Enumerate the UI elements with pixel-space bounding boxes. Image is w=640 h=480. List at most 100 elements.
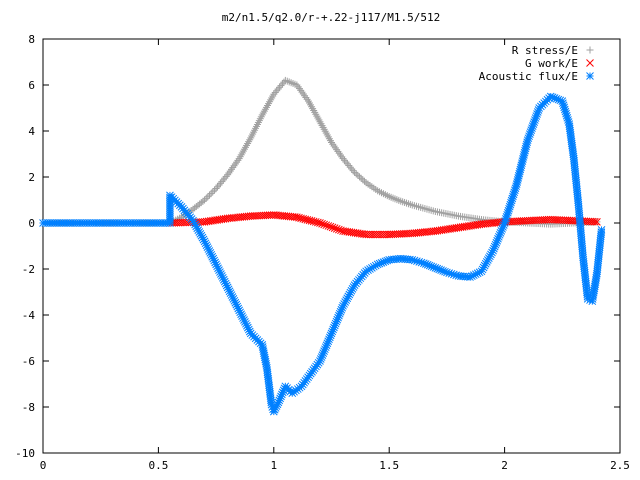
series-2 [39,92,606,416]
legend-label: Acoustic flux/E [479,70,578,83]
data-point [339,155,347,163]
data-point [345,162,353,169]
data-point [324,222,333,230]
legend-label: R stress/E [512,44,578,57]
y-tick-label: 8 [28,33,35,46]
data-point [199,197,207,205]
chart-title: m2/n1.5/q2.0/r-+.22-j117/M1.5/512 [222,11,441,24]
data-point [354,171,362,179]
data-point [359,176,367,184]
data-point [357,174,365,182]
data-point [215,181,223,189]
data-point [202,194,210,202]
data-point [225,169,233,177]
y-tick-label: 4 [28,125,35,138]
data-point [295,85,303,93]
data-point [338,153,346,161]
data-point [229,164,237,172]
data-point [333,146,341,154]
y-tick-label: 6 [28,79,35,92]
data-point [201,196,209,204]
data-point [222,172,230,180]
data-marks [39,76,606,416]
data-point [593,217,601,226]
data-point [301,92,309,100]
x-tick-label: 0.5 [148,459,168,472]
data-point [231,160,239,168]
data-point [334,147,342,155]
data-point [227,165,235,173]
data-point [299,90,307,98]
data-point [204,193,212,201]
data-point [340,156,348,164]
data-point [360,177,368,185]
data-point [330,142,338,150]
data-point [351,168,359,176]
data-point [326,222,335,231]
data-point [212,185,220,192]
data-point [322,221,331,230]
data-point [207,189,215,197]
data-point [332,225,341,233]
data-point [206,191,214,199]
data-point [297,86,305,94]
legend-marker [586,46,594,54]
data-point [219,176,227,184]
y-tick-label: -2 [22,263,35,276]
x-tick-label: 2 [501,459,508,472]
data-point [302,94,310,102]
data-point [343,160,351,168]
data-point [214,183,222,191]
data-point [221,174,229,182]
data-point [270,90,278,98]
data-point [331,144,339,152]
data-point [303,95,311,103]
y-tick-label: -10 [15,447,35,460]
data-point [335,149,343,157]
data-point [334,225,343,234]
data-point [342,158,350,166]
axes: 0 0.5 1 1.5 2 2.5 -10 -8 -6 -4 -2 0 2 4 6 8 [15,33,630,472]
data-point [328,139,335,146]
data-point [224,171,232,179]
plot-frame [42,38,621,454]
series-0 [39,76,601,228]
series-1 [166,211,601,239]
y-tick-label: -8 [22,401,35,414]
data-point [293,81,301,89]
data-point [348,165,356,173]
data-point [314,218,322,227]
legend-label: G work/E [525,57,578,70]
data-point [274,85,282,93]
data-point [276,83,284,91]
data-point [328,223,337,232]
data-point [218,178,226,186]
data-point [352,170,360,178]
data-point [298,88,306,96]
data-point [209,188,217,196]
data-point [271,88,279,96]
data-point [349,167,357,175]
data-point [597,226,606,234]
data-point [277,82,285,90]
data-point [346,163,354,171]
x-tick-label: 1.5 [379,459,399,472]
data-point [336,151,344,159]
data-point [330,224,339,232]
data-point [318,219,326,228]
data-point [316,219,324,227]
y-tick-label: 2 [28,171,35,184]
data-point [329,140,337,148]
x-tick-label: 2.5 [610,459,630,472]
legend-marker [586,59,594,67]
data-point [230,162,238,170]
data-point [320,220,329,229]
data-point [356,173,364,181]
y-tick-label: -6 [22,355,35,368]
data-point [226,167,234,175]
data-point [216,179,224,187]
x-tick-label: 1 [270,459,277,472]
data-point [233,158,241,166]
